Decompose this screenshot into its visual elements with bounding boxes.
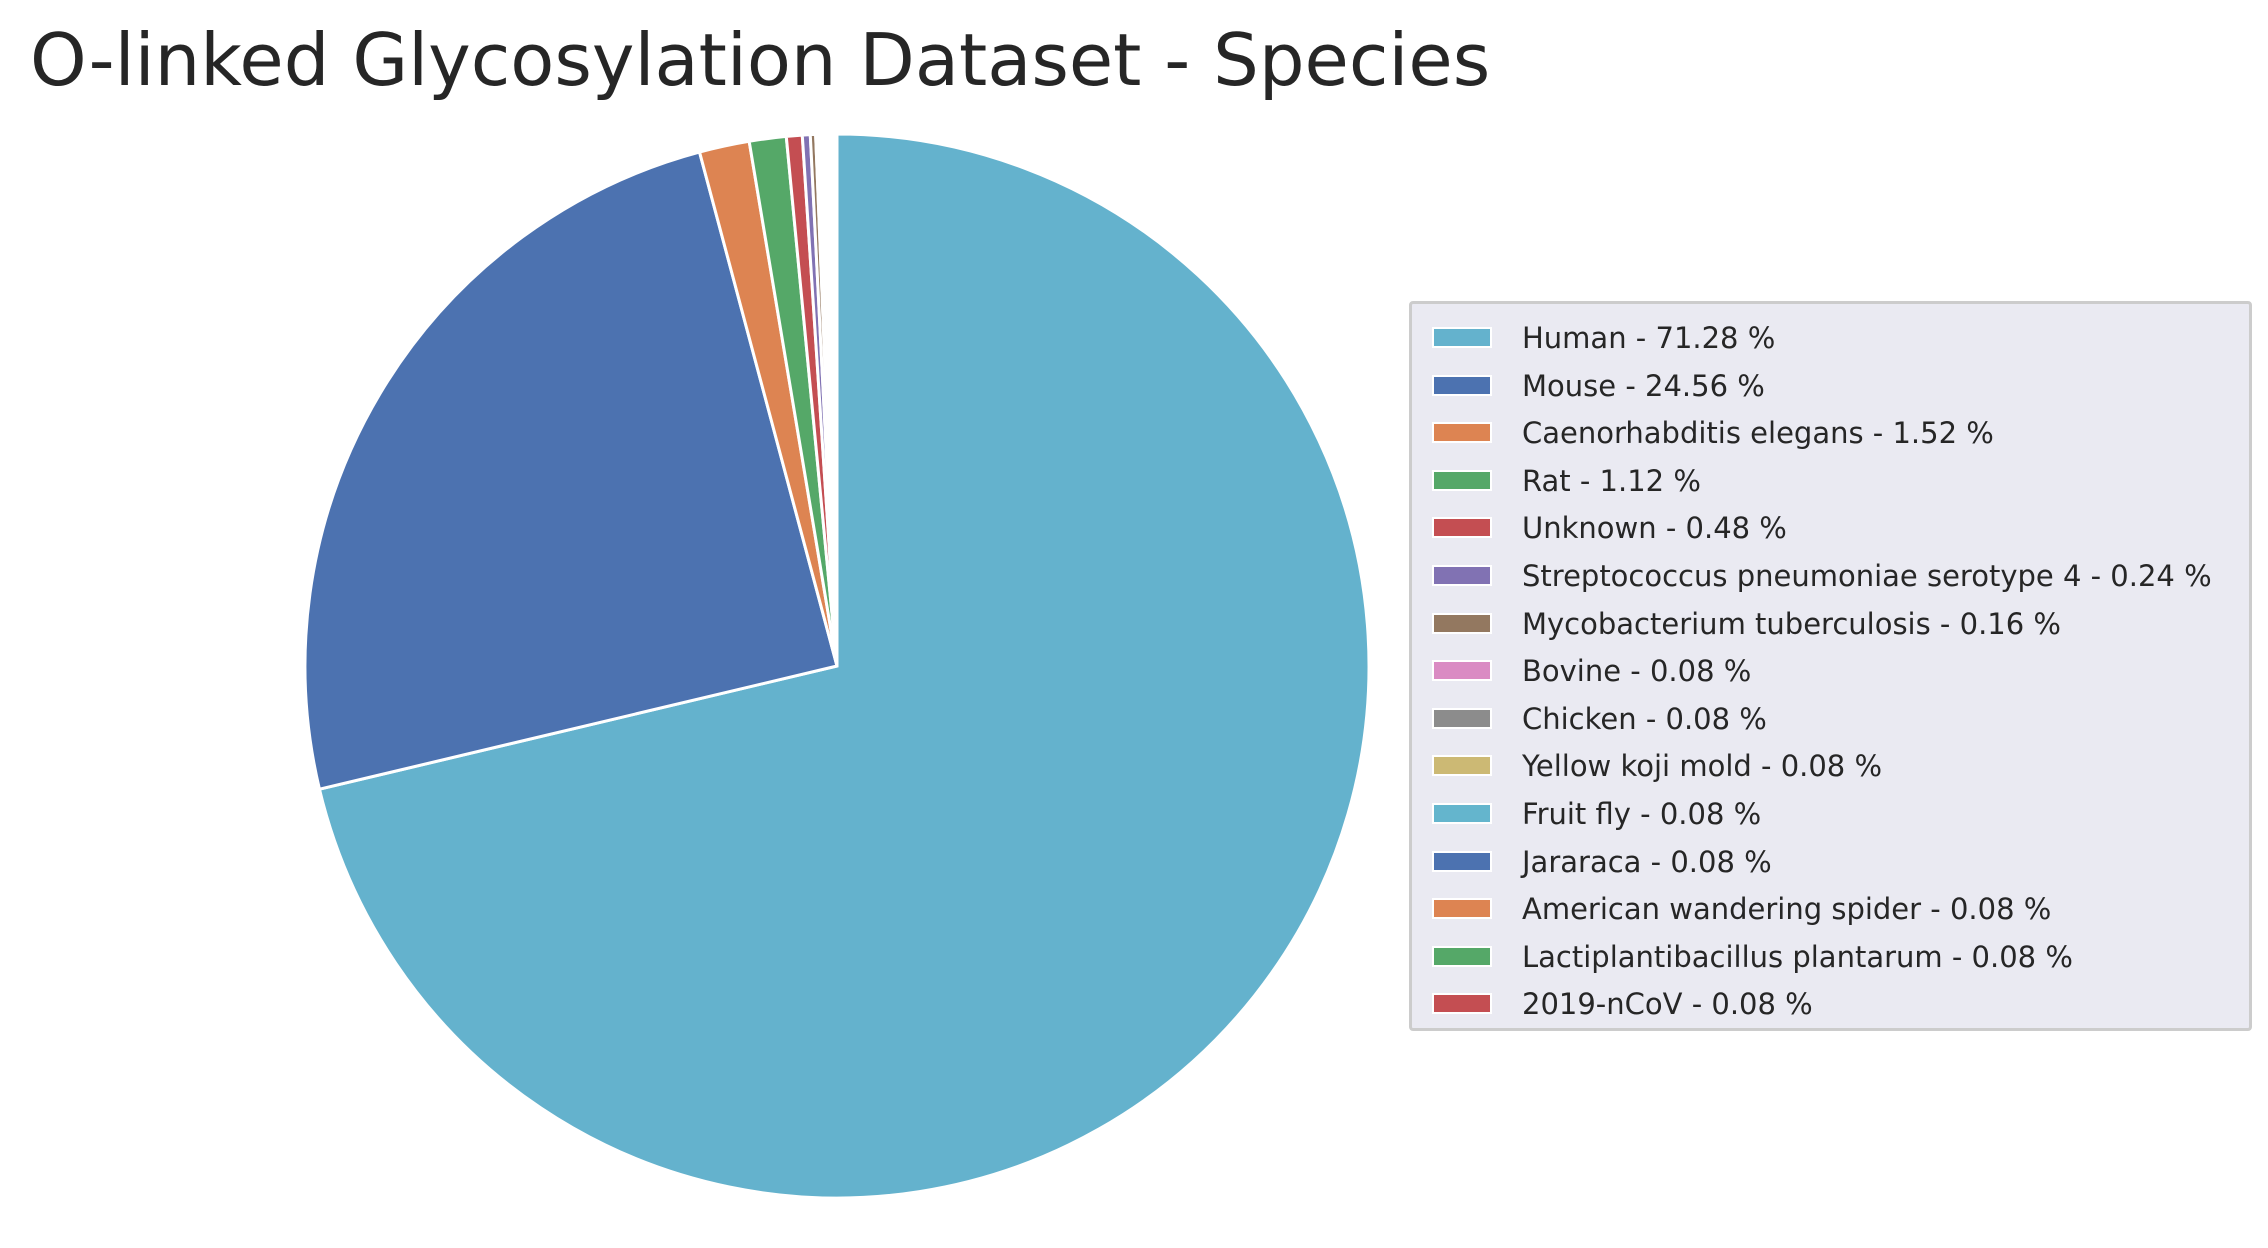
legend-swatch (1432, 374, 1492, 396)
legend-swatch (1432, 755, 1492, 777)
legend-swatch (1432, 850, 1492, 872)
legend-item: Bovine - 0.08 % (1412, 647, 2249, 695)
legend-item: Rat - 1.12 % (1412, 457, 2249, 505)
pie-slice-0 (317, 132, 1371, 1200)
legend-item: Yellow koji mold - 0.08 % (1412, 742, 2249, 790)
legend-swatch (1432, 612, 1492, 634)
legend-label: Fruit fly - 0.08 % (1522, 797, 1762, 831)
legend-item: Caenorhabditis elegans - 1.52 % (1412, 409, 2249, 457)
legend-swatch (1432, 707, 1492, 729)
chart-title: O-linked Glycosylation Dataset - Species (30, 18, 1491, 102)
legend-item: Mycobacterium tuberculosis - 0.16 % (1412, 600, 2249, 648)
legend-item: Chicken - 0.08 % (1412, 695, 2249, 743)
legend-swatch (1432, 565, 1492, 586)
legend-label: Jararaca - 0.08 % (1522, 844, 1772, 879)
legend-item: 2019-nCoV - 0.08 % (1412, 980, 2249, 1028)
pie-slice-1 (303, 150, 839, 791)
legend-label: American wandering spider - 0.08 % (1522, 892, 2052, 927)
legend-swatch (1432, 327, 1492, 348)
legend-label: Yellow koji mold - 0.08 % (1522, 749, 1883, 784)
legend-swatch (1432, 803, 1492, 824)
pie-chart (303, 132, 1371, 1200)
legend-label: Bovine - 0.08 % (1522, 654, 1752, 689)
legend-swatch (1432, 945, 1492, 967)
legend-swatch (1432, 993, 1492, 1015)
legend-swatch (1432, 469, 1492, 491)
legend-item: Mouse - 24.56 % (1412, 362, 2249, 410)
pie-slice-14 (832, 132, 839, 668)
legend-label: 2019-nCoV - 0.08 % (1522, 987, 1813, 1022)
legend-swatch (1432, 422, 1492, 444)
legend-item: Lactiplantibacillus plantarum - 0.08 % (1412, 933, 2249, 981)
legend-label: Chicken - 0.08 % (1522, 701, 1767, 736)
legend-item: Jararaca - 0.08 % (1412, 838, 2249, 886)
legend-item: American wandering spider - 0.08 % (1412, 885, 2249, 933)
legend-label: Lactiplantibacillus plantarum - 0.08 % (1522, 939, 2073, 974)
legend-label: Rat - 1.12 % (1522, 463, 1701, 498)
legend-label: Caenorhabditis elegans - 1.52 % (1522, 416, 1994, 451)
legend-item: Fruit fly - 0.08 % (1412, 790, 2249, 838)
legend-label: Mouse - 24.56 % (1522, 368, 1765, 403)
legend: Human - 71.28 % Mouse - 24.56 % Caenorhabd… (1409, 301, 2252, 1031)
legend-item: Streptococcus pneumoniae serotype 4 - 0.… (1412, 552, 2249, 600)
legend-swatch (1432, 517, 1492, 539)
legend-swatch (1432, 898, 1492, 920)
legend-label: Streptococcus pneumoniae serotype 4 - 0.… (1522, 559, 2212, 593)
legend-swatch (1432, 660, 1492, 682)
legend-label: Mycobacterium tuberculosis - 0.16 % (1522, 606, 2061, 641)
legend-label: Unknown - 0.48 % (1522, 511, 1787, 546)
legend-item: Human - 71.28 % (1412, 314, 2249, 362)
legend-label: Human - 71.28 % (1522, 321, 1776, 355)
legend-item: Unknown - 0.48 % (1412, 504, 2249, 552)
